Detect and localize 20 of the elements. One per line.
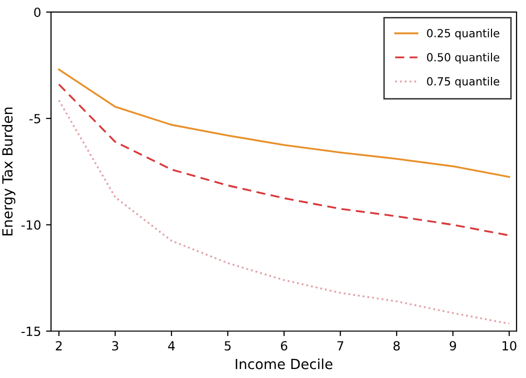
legend-label: 0.25 quantile	[427, 28, 500, 40]
y-tick-label: -15	[21, 326, 40, 336]
x-tick-label: 3	[112, 341, 118, 351]
legend-label: 0.75 quantile	[427, 76, 500, 88]
y-tick-label: -5	[29, 114, 40, 124]
y-tick-label: -10	[21, 220, 40, 230]
x-tick-label: 8	[394, 341, 400, 351]
x-tick-label: 2	[56, 341, 62, 350]
x-tick-label: 10	[502, 341, 516, 351]
y-axis-title: Energy Tax Burden	[2, 108, 16, 236]
line-series	[58, 68, 510, 178]
y-tick-label: 0	[34, 8, 40, 18]
x-tick-label: 6	[280, 341, 288, 351]
x-tick-label: 4	[168, 341, 175, 350]
x-tick-label: 5	[224, 341, 231, 351]
x-axis-title: Income Decile	[236, 358, 332, 370]
line-series	[58, 99, 510, 325]
x-tick-label: 9	[450, 341, 456, 351]
legend-label: 0.50 quantile	[427, 52, 500, 64]
x-tick-label: 7	[337, 341, 344, 350]
